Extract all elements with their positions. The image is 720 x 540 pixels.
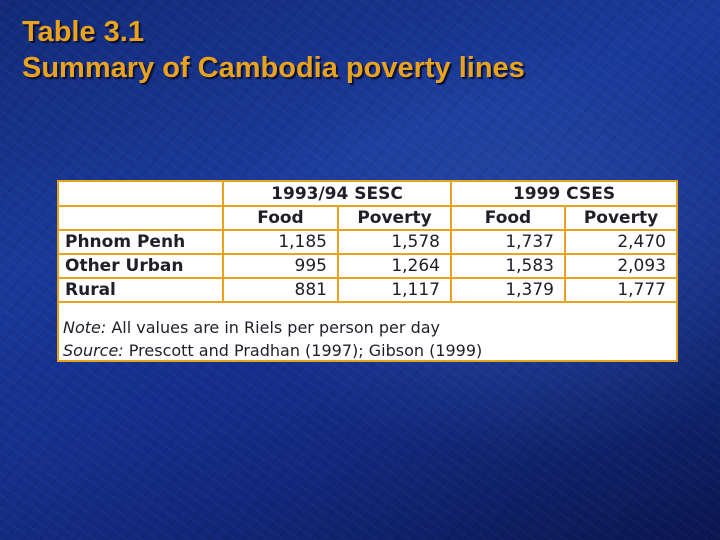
source-line: Source: Prescott and Pradhan (1997); Gib… <box>63 339 482 362</box>
table-cell: 1,264 <box>337 253 452 279</box>
slide-title: Table 3.1 Summary of Cambodia poverty li… <box>22 14 525 86</box>
poverty-lines-table: 1993/94 SESC 1999 CSES Food Poverty Food… <box>59 182 676 303</box>
group-header-cses: 1999 CSES <box>450 182 676 207</box>
row-label: Rural <box>59 277 224 303</box>
table-cell: 2,470 <box>564 229 676 255</box>
row-label: Other Urban <box>59 253 224 279</box>
table-cell: 1,583 <box>450 253 566 279</box>
table-cell: 995 <box>222 253 339 279</box>
table-cell: 1,737 <box>450 229 566 255</box>
table-group-header-row: 1993/94 SESC 1999 CSES <box>59 182 676 207</box>
table-row: Rural 881 1,117 1,379 1,777 <box>59 277 676 303</box>
slide-title-line-2: Summary of Cambodia poverty lines <box>22 52 525 84</box>
subheader-poverty-1993: Poverty <box>337 205 452 231</box>
table-cell: 1,777 <box>564 277 676 303</box>
source-text: Prescott and Pradhan (1997); Gibson (199… <box>123 341 483 360</box>
note-text: All values are in Riels per person per d… <box>106 318 440 337</box>
table-row: Phnom Penh 1,185 1,578 1,737 2,470 <box>59 229 676 255</box>
poverty-table-panel: 1993/94 SESC 1999 CSES Food Poverty Food… <box>57 180 678 362</box>
table-cell: 881 <box>222 277 339 303</box>
note-label: Note: <box>63 318 107 337</box>
table-cell: 2,093 <box>564 253 676 279</box>
empty-corner-cell <box>59 205 224 231</box>
slide-title-line-1: Table 3.1 <box>22 16 144 48</box>
group-header-sesc: 1993/94 SESC <box>222 182 452 207</box>
table-cell: 1,117 <box>337 277 452 303</box>
table-row: Other Urban 995 1,264 1,583 2,093 <box>59 253 676 279</box>
subheader-poverty-1999: Poverty <box>564 205 676 231</box>
table-cell: 1,379 <box>450 277 566 303</box>
empty-corner-cell <box>59 182 224 207</box>
table-cell: 1,578 <box>337 229 452 255</box>
source-label: Source: <box>63 341 124 360</box>
table-notes: Note: All values are in Riels per person… <box>63 316 482 362</box>
table-subheader-row: Food Poverty Food Poverty <box>59 205 676 231</box>
subheader-food-1993: Food <box>222 205 339 231</box>
subheader-food-1999: Food <box>450 205 566 231</box>
note-line: Note: All values are in Riels per person… <box>63 316 482 339</box>
row-label: Phnom Penh <box>59 229 224 255</box>
table-cell: 1,185 <box>222 229 339 255</box>
